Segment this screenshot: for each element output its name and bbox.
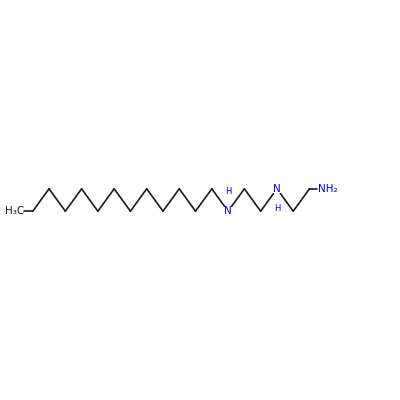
- Text: H₃C: H₃C: [4, 206, 24, 216]
- Text: H: H: [274, 204, 280, 213]
- Text: N: N: [273, 184, 281, 194]
- Text: NH₂: NH₂: [318, 184, 338, 194]
- Text: N: N: [224, 206, 232, 216]
- Text: H: H: [225, 187, 231, 196]
